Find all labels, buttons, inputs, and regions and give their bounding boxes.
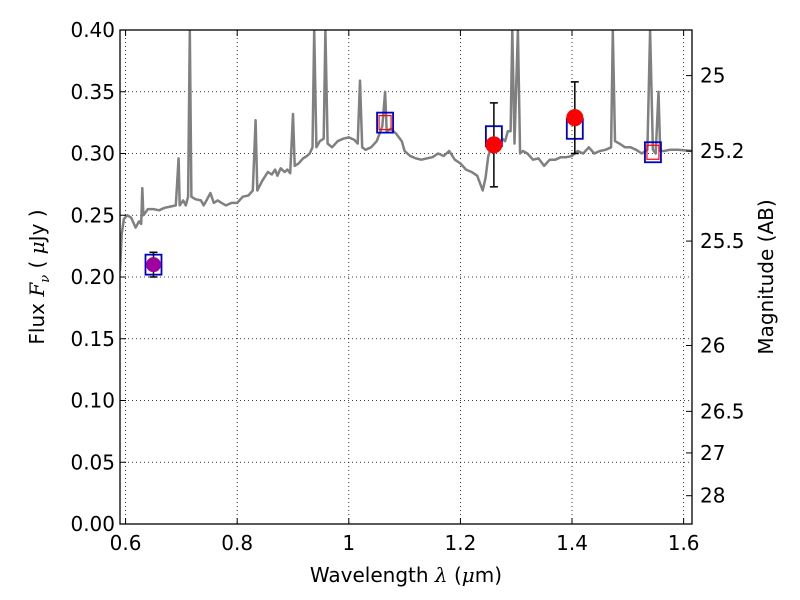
y-tick-label: 0.20: [70, 265, 115, 289]
y-tick-label: 0.05: [70, 450, 115, 474]
mag-tick-label: 26: [700, 333, 725, 357]
y-axis-label: Flux Fν ( μJy ): [25, 209, 54, 344]
x-tick-label: 1.2: [445, 531, 477, 555]
y-tick-label: 0.40: [70, 18, 115, 42]
x-tick-label: 0.8: [221, 531, 253, 555]
observed-point: [566, 109, 584, 127]
mag-tick-label: 25: [700, 64, 725, 88]
y-tick-label: 0.30: [70, 142, 115, 166]
x-tick-label: 1.4: [556, 531, 588, 555]
y-tick-label: 0.15: [70, 327, 115, 351]
y-tick-label: 0.10: [70, 389, 115, 413]
x-tick-label: 1: [342, 531, 355, 555]
plot-frame: [119, 29, 693, 525]
observed-layer: [145, 81, 584, 278]
mag-tick-label: 25.2: [700, 139, 745, 163]
tick-marks: [120, 29, 692, 525]
x-tick-labels: 0.6 0.8 1 1.2 1.4 1.6: [110, 531, 700, 555]
spectrum-layer: [120, 30, 692, 271]
magnitude-tick-labels: 25 25.2 25.5 26 26.5 27 28: [700, 64, 745, 508]
mag-tick-label: 26.5: [700, 399, 745, 423]
x-tick-label: 1.6: [668, 531, 700, 555]
x-axis-label: Wavelength λ (μm): [310, 563, 502, 587]
x-tick-label: 0.6: [110, 531, 142, 555]
y-tick-labels: 0.00 0.05 0.10 0.15 0.20 0.25 0.30 0.35 0.40: [70, 18, 115, 536]
spectrum-line: [120, 30, 692, 271]
mag-tick-label: 27: [700, 441, 725, 465]
observed-point: [485, 136, 503, 154]
mag-tick-label: 28: [700, 484, 725, 508]
grid-lines: [120, 29, 692, 525]
model-box-inner: [646, 144, 660, 160]
observed-point: [145, 257, 161, 273]
model-box-inner: [378, 115, 392, 131]
model-box: [644, 141, 662, 164]
y-tick-label: 0.25: [70, 203, 115, 227]
mag-tick-label: 25.5: [700, 229, 745, 253]
model-box: [376, 111, 394, 134]
y2-axis-label: Magnitude (AB): [754, 199, 778, 354]
y-tick-label: 0.00: [70, 512, 115, 536]
model-layer: [144, 111, 662, 276]
y-tick-label: 0.35: [70, 80, 115, 104]
